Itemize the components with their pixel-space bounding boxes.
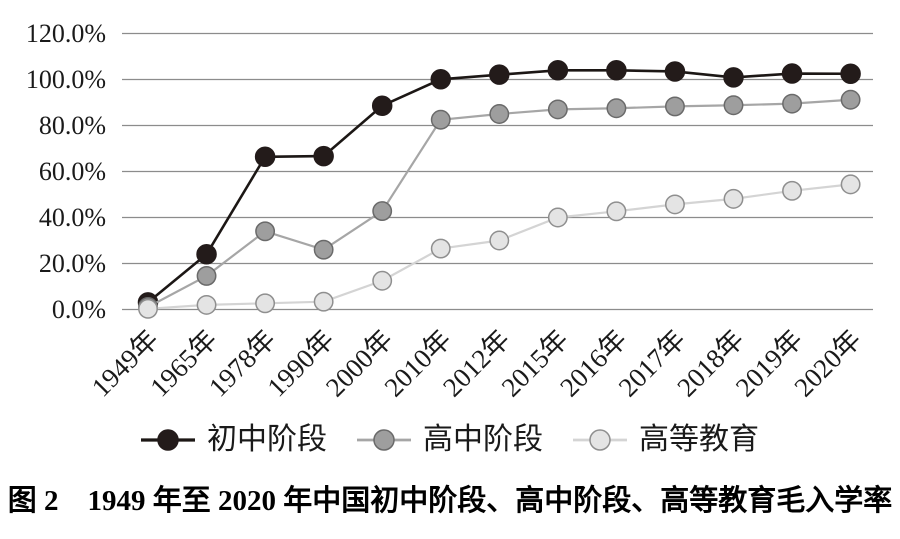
data-point-初中阶段 [196,244,217,265]
data-point-高等教育 [196,294,217,315]
data-point-高等教育 [723,188,744,209]
data-point-高中阶段 [372,201,393,222]
data-point-高中阶段 [782,93,802,114]
data-point-初中阶段 [664,61,686,82]
data-point-高中阶段 [430,109,451,130]
data-point-高等教育 [430,238,451,259]
data-point-高等教育 [547,207,568,228]
legend-circle [373,429,395,451]
data-point-高等教育 [255,293,276,314]
legend-marker-icon [357,429,411,451]
y-tick-label: 60.0% [39,157,106,186]
legend-circle [157,429,179,451]
data-point-高中阶段 [255,221,276,242]
data-point-高等教育 [138,298,158,319]
data-point-高等教育 [372,270,393,291]
data-point-高等教育 [489,230,510,251]
series-line-高中阶段 [147,98,851,308]
y-tick-label: 100.0% [26,65,106,94]
data-point-高中阶段 [547,99,568,120]
y-tick-label: 120.0% [26,19,106,48]
legend-marker-icon [573,429,627,451]
y-tick-label: 20.0% [39,249,106,278]
legend-item-高中阶段: 高中阶段 [357,425,543,455]
x-tick-label: 2020年 [788,324,866,402]
y-tick-label: 80.0% [39,111,106,140]
legend-label: 初中阶段 [207,423,327,456]
data-point-初中阶段 [840,63,861,84]
data-point-初中阶段 [606,60,627,81]
data-point-高等教育 [782,180,802,201]
data-point-初中阶段 [489,64,510,85]
legend-marker-icon [141,429,195,451]
legend-item-高等教育: 高等教育 [573,425,759,455]
data-point-初中阶段 [313,145,334,167]
data-point-高中阶段 [665,96,685,117]
data-point-初中阶段 [254,146,276,168]
data-point-初中阶段 [430,69,451,90]
data-point-初中阶段 [547,60,569,81]
legend-label: 高等教育 [639,423,759,456]
y-tick-label: 0.0% [52,295,106,324]
data-point-初中阶段 [781,63,803,84]
y-tick-label: 40.0% [39,203,106,232]
data-point-高等教育 [665,194,685,215]
data-point-高中阶段 [606,98,627,119]
legend-label: 高中阶段 [423,423,543,456]
data-point-高等教育 [606,201,627,222]
figure-caption: 图 2 1949 年至 2020 年中国初中阶段、高中阶段、高等教育毛入学率 [7,485,893,517]
line-chart-canvas: 120.0%100.0%80.0%60.0%40.0%20.0%0.0%1949… [26,19,873,403]
data-point-高等教育 [840,174,861,195]
legend-circle [589,429,611,451]
data-point-初中阶段 [371,95,393,116]
data-point-高中阶段 [196,265,217,286]
legend-item-初中阶段: 初中阶段 [141,425,327,455]
data-point-高中阶段 [489,104,510,124]
data-point-高中阶段 [840,89,861,110]
data-point-高中阶段 [313,239,334,260]
chart-legend: 初中阶段 高中阶段 高等教育 [0,416,900,464]
data-point-初中阶段 [723,67,744,88]
data-point-高等教育 [313,291,334,312]
data-point-高中阶段 [723,95,744,116]
